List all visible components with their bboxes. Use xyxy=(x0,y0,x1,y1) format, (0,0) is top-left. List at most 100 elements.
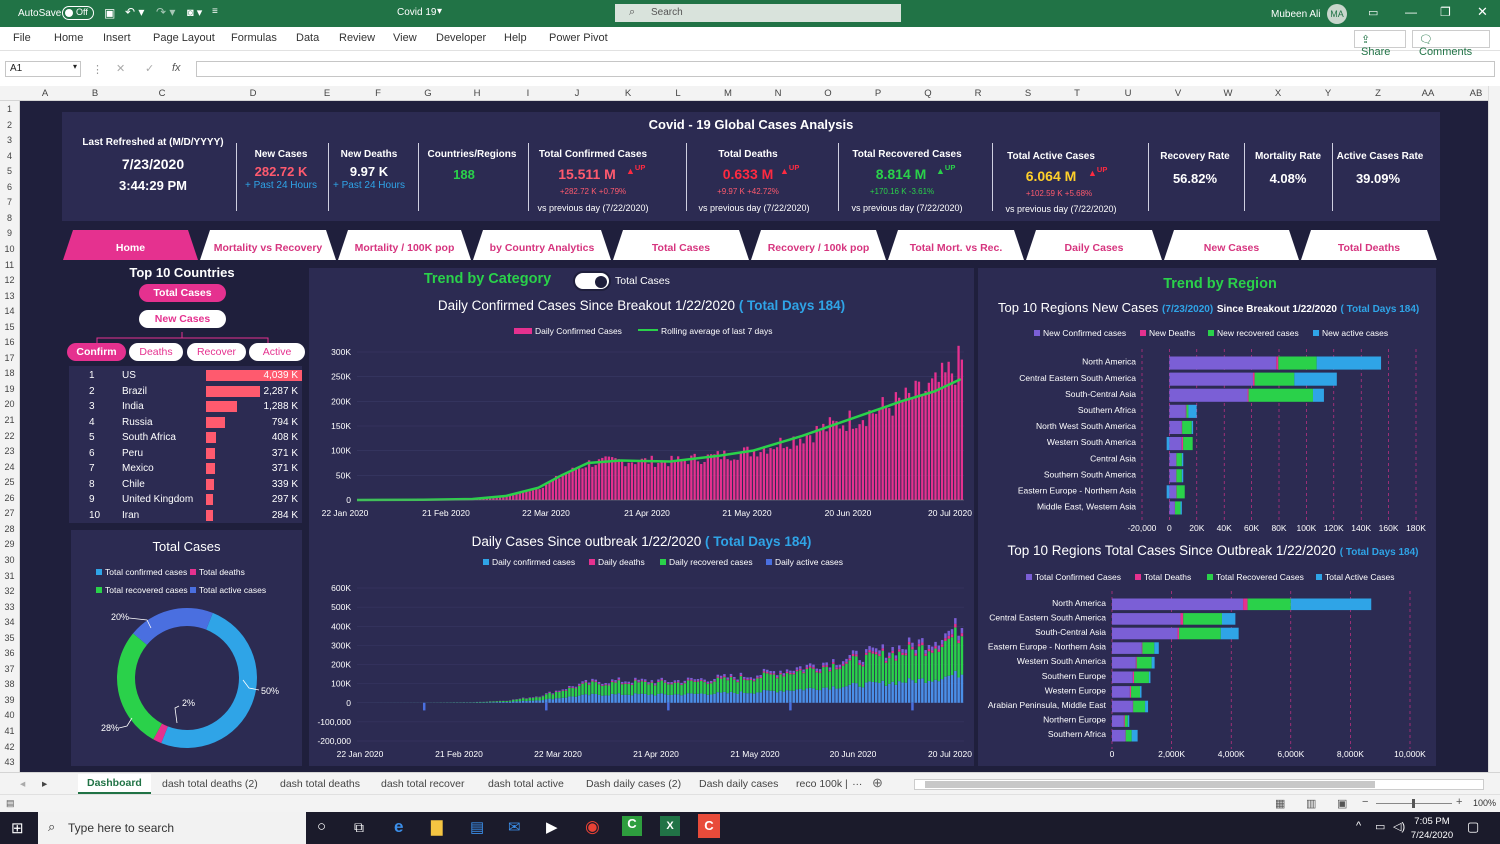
row-header[interactable]: 32 xyxy=(4,586,15,597)
column-header[interactable]: G xyxy=(424,88,432,99)
row-header[interactable]: 16 xyxy=(4,337,15,348)
row-header[interactable]: 13 xyxy=(4,290,15,301)
menu-file[interactable]: File xyxy=(13,32,31,44)
menu-help[interactable]: Help xyxy=(504,32,527,44)
row-header[interactable]: 43 xyxy=(4,757,15,768)
row-header[interactable]: 18 xyxy=(4,368,15,379)
table-row[interactable]: 9 United Kingdom 297 K xyxy=(69,492,302,507)
menu-power-pivot[interactable]: Power Pivot xyxy=(549,32,608,44)
column-header[interactable]: O xyxy=(824,88,832,99)
tab-home[interactable]: Home xyxy=(63,230,198,260)
column-header[interactable]: Z xyxy=(1375,88,1381,99)
column-header[interactable]: S xyxy=(1024,88,1032,99)
clock-date[interactable]: 7/24/2020 xyxy=(1410,830,1454,841)
column-header[interactable]: A xyxy=(41,88,49,99)
menu-view[interactable]: View xyxy=(393,32,417,44)
camera-icon[interactable]: ◙ ▾ xyxy=(187,7,203,19)
table-row[interactable]: 1 US 4,039 K xyxy=(69,368,302,383)
column-header[interactable]: C xyxy=(158,88,166,99)
chrome-icon[interactable]: ◉ xyxy=(585,817,600,836)
row-header[interactable]: 11 xyxy=(4,259,15,270)
row-header[interactable]: 29 xyxy=(4,539,15,550)
tab-by-country[interactable]: by Country Analytics xyxy=(473,230,611,260)
category-toggle[interactable] xyxy=(573,271,611,291)
row-header[interactable]: 39 xyxy=(4,694,15,705)
menu-home[interactable]: Home xyxy=(54,32,84,44)
filter-deaths-button[interactable]: Deaths xyxy=(129,343,183,361)
windows-start-icon[interactable]: ⊞ xyxy=(11,820,24,837)
column-header[interactable]: T xyxy=(1074,88,1080,99)
tab-recovery-100k[interactable]: Recovery / 100k pop xyxy=(751,230,886,260)
table-row[interactable]: 10 Iran 284 K xyxy=(69,508,302,523)
column-header[interactable]: Y xyxy=(1324,88,1332,99)
prev-sheet-icon[interactable]: ◂ xyxy=(20,778,26,790)
zoom-out-icon[interactable]: − xyxy=(1362,796,1369,808)
normal-view-icon[interactable]: ▦ xyxy=(1275,798,1286,810)
row-header[interactable]: 40 xyxy=(4,710,15,721)
tab-mortality-vs-recovery[interactable]: Mortality vs Recovery xyxy=(200,230,336,260)
row-header[interactable]: 4 xyxy=(6,150,12,161)
column-header[interactable]: P xyxy=(874,88,882,99)
filter-confirm-button[interactable]: Confirm xyxy=(67,343,126,361)
column-header[interactable]: B xyxy=(91,88,99,99)
notifications-icon[interactable]: ▢ xyxy=(1467,819,1480,834)
row-header[interactable]: 34 xyxy=(4,617,15,628)
save-icon[interactable]: ▣ xyxy=(104,6,116,20)
table-row[interactable]: 2 Brazil 2,287 K xyxy=(69,384,302,399)
undo-icon[interactable]: ↶ ▾ xyxy=(125,5,145,19)
row-header[interactable]: 27 xyxy=(4,508,15,519)
title-dropdown-icon[interactable]: ▾ xyxy=(437,6,443,17)
enter-icon[interactable]: ✓ xyxy=(145,63,155,75)
redo-icon[interactable]: ↷ ▾ xyxy=(156,5,176,19)
media-icon[interactable]: ▶ xyxy=(546,819,558,836)
column-header[interactable]: M xyxy=(724,88,732,99)
file-explorer-icon[interactable]: ▇ xyxy=(431,819,443,836)
row-header[interactable]: 19 xyxy=(4,383,15,394)
row-header[interactable]: 42 xyxy=(4,741,15,752)
close-icon[interactable]: ✕ xyxy=(1477,4,1488,19)
tab-total-mort-vs-rec[interactable]: Total Mort. vs Rec. xyxy=(888,230,1024,260)
sheet-tab[interactable]: dash total recover xyxy=(381,778,465,790)
user-name[interactable]: Mubeen Ali xyxy=(1271,9,1321,20)
column-header[interactable]: L xyxy=(675,88,681,99)
clock-time[interactable]: 7:05 PM xyxy=(1414,816,1450,827)
table-row[interactable]: 8 Chile 339 K xyxy=(69,477,302,492)
row-header[interactable]: 7 xyxy=(6,197,12,208)
menu-developer[interactable]: Developer xyxy=(436,32,487,44)
sheet-tab[interactable]: Dash daily cases (2) xyxy=(586,778,682,790)
recorder-icon[interactable]: C xyxy=(698,814,720,838)
tab-mortality-100k[interactable]: Mortality / 100K pop xyxy=(338,230,471,260)
row-header[interactable]: 38 xyxy=(4,679,15,690)
row-header[interactable]: 36 xyxy=(4,648,15,659)
tab-daily-cases[interactable]: Daily Cases xyxy=(1026,230,1162,260)
filter-recover-button[interactable]: Recover xyxy=(187,343,246,361)
edge-icon[interactable]: e xyxy=(394,817,404,836)
tab-new-cases[interactable]: New Cases xyxy=(1164,230,1299,260)
column-header[interactable]: K xyxy=(624,88,632,99)
page-break-icon[interactable]: ▣ xyxy=(1337,798,1348,810)
column-header[interactable]: AB xyxy=(1469,88,1483,99)
row-header[interactable]: 25 xyxy=(4,477,15,488)
menu-review[interactable]: Review xyxy=(339,32,376,44)
store-icon[interactable]: ▤ xyxy=(470,819,485,836)
avatar[interactable]: MA xyxy=(1327,4,1347,24)
row-header[interactable]: 23 xyxy=(4,446,15,457)
row-header[interactable]: 30 xyxy=(4,554,15,565)
row-header[interactable]: 26 xyxy=(4,492,15,503)
sheet-tab[interactable]: dash total deaths (2) xyxy=(162,778,258,790)
row-header[interactable]: 5 xyxy=(6,166,12,177)
excel-icon[interactable]: X xyxy=(660,816,680,836)
search-box[interactable]: ⌕ Search xyxy=(615,4,901,22)
name-box-dropdown-icon[interactable]: ▾ xyxy=(72,62,77,71)
mail-icon[interactable]: ✉ xyxy=(508,819,521,836)
row-header[interactable]: 37 xyxy=(4,663,15,674)
customize-qat-icon[interactable]: ≡ xyxy=(212,6,218,17)
cancel-icon[interactable]: ✕ xyxy=(116,63,126,75)
sheet-tab[interactable]: dash total active xyxy=(488,778,564,790)
name-box[interactable]: A1 ▾ xyxy=(5,61,81,77)
column-header[interactable]: J xyxy=(574,88,580,99)
menu-formulas[interactable]: Formulas xyxy=(231,32,277,44)
task-view-icon[interactable]: ⧉ xyxy=(354,819,364,835)
autosave-toggle[interactable]: Off xyxy=(62,6,94,20)
formula-input[interactable] xyxy=(196,61,1495,77)
